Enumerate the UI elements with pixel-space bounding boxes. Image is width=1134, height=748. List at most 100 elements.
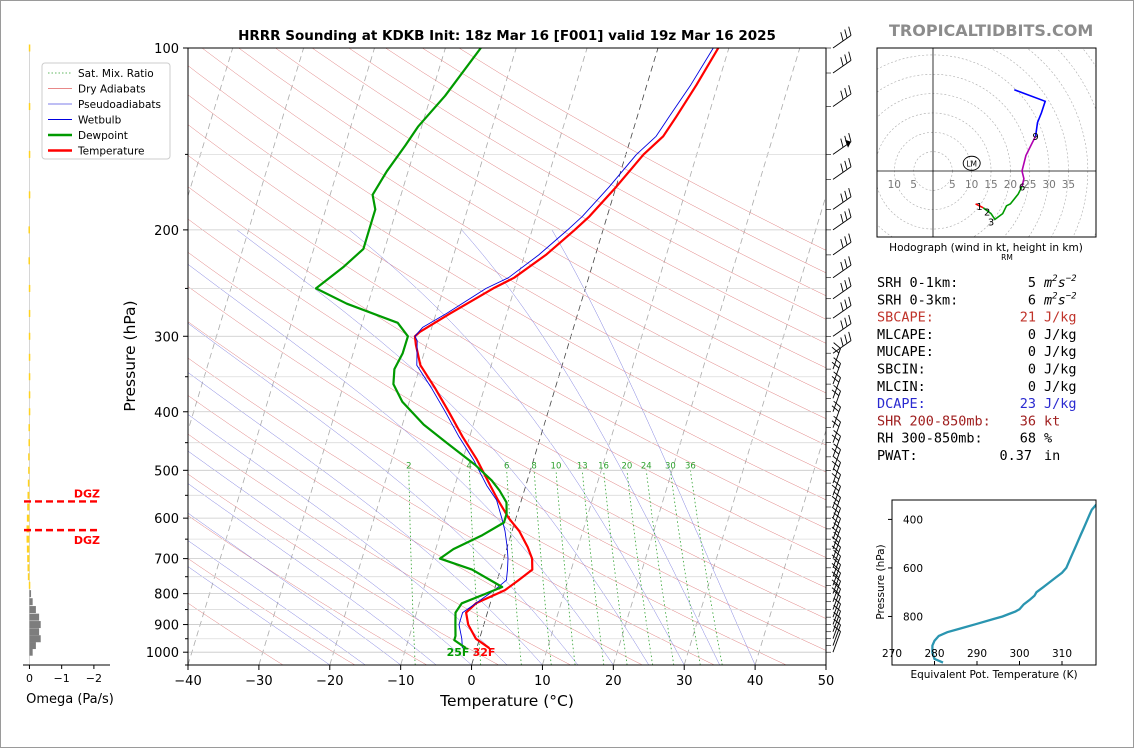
wind-barb xyxy=(826,187,852,210)
omega-bar xyxy=(28,439,30,447)
isotherm xyxy=(0,48,20,665)
mixing-ratio-labels: 2 4 6 8 10 13 16 20 24 30 36 xyxy=(406,461,696,471)
skewt-xlabel: Temperature (°C) xyxy=(439,692,574,710)
dry-adiabat xyxy=(188,558,356,665)
surface-temperature-label: 32F xyxy=(473,646,496,659)
x-tick-label: −20 xyxy=(316,674,343,689)
brand-watermark: TROPICALTIDBITS.COM xyxy=(889,21,1094,40)
omega-bar xyxy=(28,391,31,399)
wind-barb xyxy=(826,357,841,385)
pseudoadiabat xyxy=(349,229,685,665)
mixing-ratio-label: 6 xyxy=(504,461,509,471)
dry-adiabat xyxy=(188,218,826,588)
wind-barb xyxy=(826,277,852,300)
x-tick-label: −10 xyxy=(387,674,414,689)
pseudoadiabat xyxy=(188,414,508,665)
omega-bar xyxy=(29,606,36,614)
dry-adiabat xyxy=(188,395,643,665)
mixing-ratio-line xyxy=(645,470,675,665)
y-tick-label: 800 xyxy=(154,588,179,603)
theta-x-tick-label: 290 xyxy=(967,648,987,660)
hodograph-plot: 10 5 5 10 15 20 25 30 35 xyxy=(877,48,1096,237)
omega-bar xyxy=(29,621,41,629)
omega-bar xyxy=(26,545,30,553)
omega-bar xyxy=(27,573,30,581)
hodograph-ring-label: 25 xyxy=(1023,179,1036,191)
omega-tick-label: 0 xyxy=(26,672,33,685)
pseudoadiabat xyxy=(188,450,472,665)
wind-barb xyxy=(826,541,841,569)
dry-adiabat xyxy=(188,357,715,665)
x-tick-label: −30 xyxy=(245,674,272,689)
omega-bar xyxy=(28,424,30,432)
index-row: DCAPE: 23 J/kg xyxy=(877,396,1077,412)
index-row: SBCAPE: 21 J/kg xyxy=(877,310,1077,326)
pseudoadiabat xyxy=(188,512,401,665)
dry-adiabat xyxy=(188,186,826,558)
omega-bar xyxy=(27,564,30,572)
omega-bar xyxy=(28,332,31,340)
wind-barb xyxy=(826,491,841,519)
isotherm xyxy=(542,48,730,665)
omega-bar xyxy=(29,642,36,650)
wind-barb xyxy=(826,618,841,646)
wind-barb xyxy=(826,132,852,155)
hodograph-segment xyxy=(982,186,1023,221)
mixing-ratio-line xyxy=(626,470,653,665)
x-tick-label: 20 xyxy=(605,674,622,689)
hodograph-segment xyxy=(1021,135,1037,187)
wind-barb xyxy=(826,400,841,428)
temperature-line xyxy=(413,48,720,650)
dgz-label: DGZ xyxy=(74,487,100,500)
pseudoadiabat xyxy=(236,229,650,665)
dry-adiabat xyxy=(188,321,787,665)
wind-barb xyxy=(826,502,841,530)
isotherm xyxy=(188,48,304,432)
index-row: PWAT: 0.37 in xyxy=(877,448,1060,464)
mixing-ratio-label: 13 xyxy=(577,461,588,471)
left-mover-label: LM xyxy=(966,159,977,168)
skewt-frame xyxy=(187,47,827,666)
index-unit: J/kg xyxy=(1044,310,1077,326)
hodograph-ring-label: 30 xyxy=(1042,179,1055,191)
hodograph-height-label: 1 xyxy=(976,202,982,213)
isotherm xyxy=(188,48,375,665)
theta-y-tick-label: 800 xyxy=(903,611,923,623)
wind-barb xyxy=(826,208,852,231)
omega-bar xyxy=(28,191,31,199)
index-unit: J/kg xyxy=(1044,362,1077,378)
omega-bar xyxy=(28,284,31,292)
theta-e-frame xyxy=(891,499,1097,666)
mixing-ratio-label: 4 xyxy=(467,461,472,471)
theta-y-tick-label: 600 xyxy=(903,563,923,575)
wind-barb xyxy=(826,256,852,279)
left-mover-marker xyxy=(962,155,981,171)
index-unit: J/kg xyxy=(1044,327,1077,343)
index-label: MUCAPE: xyxy=(877,344,934,360)
wind-barb xyxy=(826,85,852,107)
dry-adiabat xyxy=(311,48,826,344)
mixing-ratio-line xyxy=(690,470,723,665)
dewpoint-line xyxy=(314,48,508,650)
hodograph-segment xyxy=(1014,88,1047,137)
index-unit: J/kg xyxy=(1044,344,1077,360)
theta-x-tick-label: 300 xyxy=(1009,648,1029,660)
right-mover-label: RM xyxy=(1001,253,1013,262)
wind-barb xyxy=(826,296,852,319)
mixing-ratio-line xyxy=(581,470,605,665)
hodograph-ring-label: 15 xyxy=(984,179,997,191)
index-label: SHR 200-850mb: xyxy=(877,413,991,429)
index-label: SBCIN: xyxy=(877,362,926,378)
omega-bar xyxy=(26,535,30,543)
dry-adiabat xyxy=(201,48,826,419)
x-tick-label: 50 xyxy=(818,674,835,689)
legend-label: Temperature xyxy=(77,146,145,158)
mixing-ratio-label: 36 xyxy=(685,461,696,471)
wind-barb xyxy=(826,443,841,471)
index-value: 6 xyxy=(1028,292,1036,308)
wind-barb xyxy=(826,597,841,625)
index-value: 0 xyxy=(1028,327,1036,343)
omega-tick-label: −2 xyxy=(86,672,102,685)
legend-label: Pseudoadiabats xyxy=(78,99,161,111)
